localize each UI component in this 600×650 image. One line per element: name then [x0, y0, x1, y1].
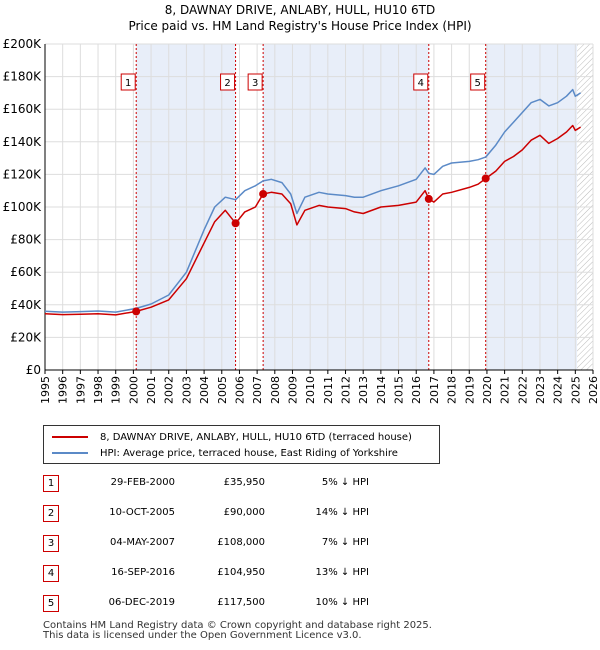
x-tick-label: 2010 [304, 376, 317, 404]
table-row: 3 04-MAY-2007 £108,000 7% ↓ HPI [43, 535, 463, 553]
x-tick-label: 2009 [286, 376, 299, 404]
x-tick-label: 1996 [57, 376, 70, 404]
x-tick-label: 2006 [233, 376, 246, 404]
transaction-point [231, 219, 240, 228]
x-tick-label: 2019 [463, 376, 476, 404]
x-tick-label: 2003 [180, 376, 193, 404]
transaction-hpi-diff: 13% ↓ HPI [315, 567, 369, 578]
legend-item-hpi: HPI: Average price, terraced house, East… [52, 446, 398, 460]
transaction-label-box [120, 73, 136, 91]
y-tick-label: £20K [10, 330, 42, 344]
x-tick-label: 2000 [127, 376, 140, 404]
y-tick-label: £200K [3, 37, 43, 51]
x-tick-label: 1999 [110, 376, 123, 404]
transaction-number-badge: 5 [43, 595, 59, 612]
transaction-date: 16-SEP-2016 [111, 567, 175, 578]
y-tick-label: £180K [3, 70, 43, 84]
transaction-number-badge: 4 [43, 565, 59, 582]
chart-title-subtitle: Price paid vs. HM Land Registry's House … [128, 19, 472, 33]
footer-copyright: Contains HM Land Registry data © Crown c… [43, 620, 432, 631]
transaction-price: £117,500 [217, 597, 265, 608]
x-tick-label: 1997 [74, 376, 87, 404]
transaction-date: 04-MAY-2007 [109, 537, 175, 548]
x-tick-label: 2004 [198, 376, 211, 404]
transaction-point [132, 307, 141, 316]
chart-legend: 8, DAWNAY DRIVE, ANLABY, HULL, HU10 6TD … [43, 425, 440, 464]
table-row: 4 16-SEP-2016 £104,950 13% ↓ HPI [43, 565, 463, 583]
transaction-hpi-diff: 5% ↓ HPI [321, 477, 369, 488]
x-tick-label: 2005 [216, 376, 229, 404]
transaction-hpi-diff: 14% ↓ HPI [315, 507, 369, 518]
x-tick-label: 2014 [375, 376, 388, 404]
x-tick-label: 2013 [357, 376, 370, 404]
x-tick-label: 2002 [163, 376, 176, 404]
legend-label-hpi: HPI: Average price, terraced house, East… [100, 447, 398, 459]
table-row: 5 06-DEC-2019 £117,500 10% ↓ HPI [43, 595, 463, 613]
x-tick-label: 2020 [481, 376, 494, 404]
transaction-price: £108,000 [217, 537, 265, 548]
legend-swatch-hpi [52, 452, 88, 454]
property-series-line [44, 124, 581, 316]
x-tick-label: 2007 [251, 376, 264, 404]
x-tick-label: 2012 [340, 376, 353, 404]
transaction-label: 4 [418, 78, 424, 89]
x-tick-label: 2023 [534, 376, 547, 404]
transaction-hpi-diff: 7% ↓ HPI [321, 537, 369, 548]
x-tick-label: 2015 [393, 376, 406, 404]
y-tick-label: £120K [3, 167, 43, 181]
transaction-label: 1 [125, 78, 131, 89]
chart-title-address: 8, DAWNAY DRIVE, ANLABY, HULL, HU10 6TD [164, 3, 436, 17]
transaction-number-badge: 3 [43, 535, 59, 552]
transaction-date: 06-DEC-2019 [108, 597, 175, 608]
y-tick-label: £140K [3, 135, 43, 149]
transaction-price: £90,000 [223, 507, 265, 518]
x-tick-label: 2008 [269, 376, 282, 404]
hpi-series-line [44, 88, 581, 313]
y-tick-label: £0 [26, 363, 41, 377]
y-tick-label: £100K [3, 200, 43, 214]
x-tick-label: 2017 [428, 376, 441, 404]
transaction-point [481, 174, 490, 183]
table-row: 1 29-FEB-2000 £35,950 5% ↓ HPI [43, 475, 463, 493]
legend-label-property: 8, DAWNAY DRIVE, ANLABY, HULL, HU10 6TD … [100, 431, 412, 443]
transaction-label: 2 [224, 78, 230, 89]
transaction-hpi-diff: 10% ↓ HPI [315, 597, 369, 608]
y-tick-label: £40K [10, 298, 42, 312]
transaction-point [424, 194, 433, 203]
table-row: 2 10-OCT-2005 £90,000 14% ↓ HPI [43, 505, 463, 523]
x-tick-label: 2001 [145, 376, 158, 404]
transaction-label: 3 [252, 78, 258, 89]
transaction-number-badge: 1 [43, 475, 59, 492]
transaction-label-box [247, 73, 263, 91]
legend-swatch-property [52, 436, 88, 438]
y-tick-label: £60K [10, 265, 42, 279]
x-tick-label: 2026 [587, 376, 600, 404]
x-tick-label: 2018 [446, 376, 459, 404]
transaction-date: 29-FEB-2000 [110, 477, 175, 488]
x-tick-label: 2025 [569, 376, 582, 404]
price-chart: £0 £20K £40K £60K £80K £100K £120K £140K £160K £1… [3, 37, 600, 404]
legend-item-property: 8, DAWNAY DRIVE, ANLABY, HULL, HU10 6TD … [52, 430, 412, 444]
footer-attribution: Contains HM Land Registry data © Crown c… [43, 621, 432, 641]
x-tick-label: 1998 [92, 376, 105, 404]
transaction-date: 10-OCT-2005 [109, 507, 175, 518]
transaction-label-box [220, 73, 236, 91]
x-tick-label: 2016 [410, 376, 423, 404]
y-tick-label: £80K [10, 233, 42, 247]
transaction-point [259, 189, 268, 198]
x-tick-label: 2024 [552, 376, 565, 404]
transaction-number-badge: 2 [43, 505, 59, 522]
transaction-price: £35,950 [223, 477, 265, 488]
y-tick-label: £160K [3, 102, 43, 116]
x-tick-label: 1995 [39, 376, 52, 404]
x-tick-label: 2011 [322, 376, 335, 404]
transaction-price: £104,950 [217, 567, 265, 578]
transaction-label-box [413, 73, 429, 91]
footer-licence: This data is licensed under the Open Gov… [43, 630, 362, 641]
x-tick-label: 2022 [516, 376, 529, 404]
x-tick-label: 2021 [499, 376, 512, 404]
transaction-label-box [470, 73, 486, 91]
transaction-label: 5 [475, 78, 481, 89]
